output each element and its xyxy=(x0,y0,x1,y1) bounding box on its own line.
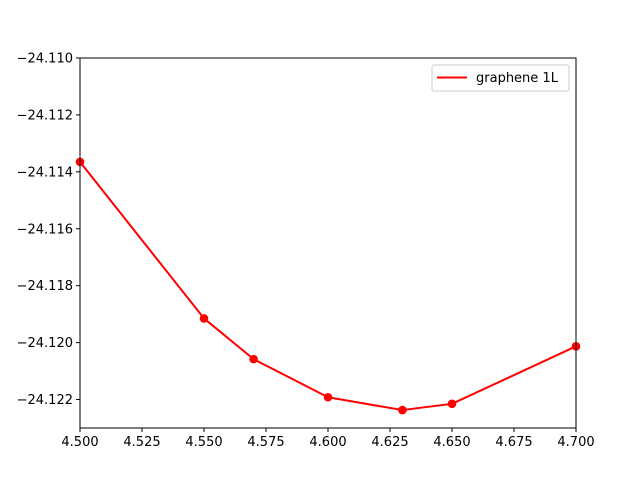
data-point xyxy=(447,399,457,409)
y-tick-label: −24.118 xyxy=(17,279,73,294)
data-point xyxy=(249,354,258,364)
y-tick-label: −24.116 xyxy=(17,222,73,237)
y-tick-label: −24.120 xyxy=(17,336,73,351)
series-layer xyxy=(75,157,581,415)
x-tick-label: 4.650 xyxy=(433,435,470,450)
legend-label: graphene 1L xyxy=(476,71,559,86)
data-point xyxy=(199,314,209,323)
x-tick-label: 4.550 xyxy=(185,435,222,450)
plot-background xyxy=(80,58,576,428)
y-tick-label: −24.112 xyxy=(17,108,73,123)
y-tick-label: −24.122 xyxy=(17,393,73,408)
x-tick-label: 4.700 xyxy=(557,435,594,450)
y-axis-ticks: −24.110 −24.112 −24.114 −24.116 −24.118 −24.1… xyxy=(17,52,80,408)
x-tick-label: 4.575 xyxy=(247,435,284,450)
x-tick-label: 4.500 xyxy=(61,435,98,450)
x-axis-ticks: 4.500 4.525 4.550 4.575 4.600 4.625 4.650 4.675… xyxy=(61,428,595,450)
x-tick-label: 4.675 xyxy=(495,435,532,450)
plot-frame xyxy=(79,57,577,429)
x-tick-label: 4.625 xyxy=(371,435,408,450)
y-tick-label: −24.114 xyxy=(17,165,73,180)
data-point xyxy=(323,392,333,402)
data-point xyxy=(398,405,407,415)
x-tick-label: 4.525 xyxy=(123,435,160,450)
legend-box xyxy=(431,64,570,92)
y-tick-label: −24.110 xyxy=(17,52,73,67)
x-tick-label: 4.600 xyxy=(309,435,346,450)
legend: graphene 1L xyxy=(431,64,570,92)
